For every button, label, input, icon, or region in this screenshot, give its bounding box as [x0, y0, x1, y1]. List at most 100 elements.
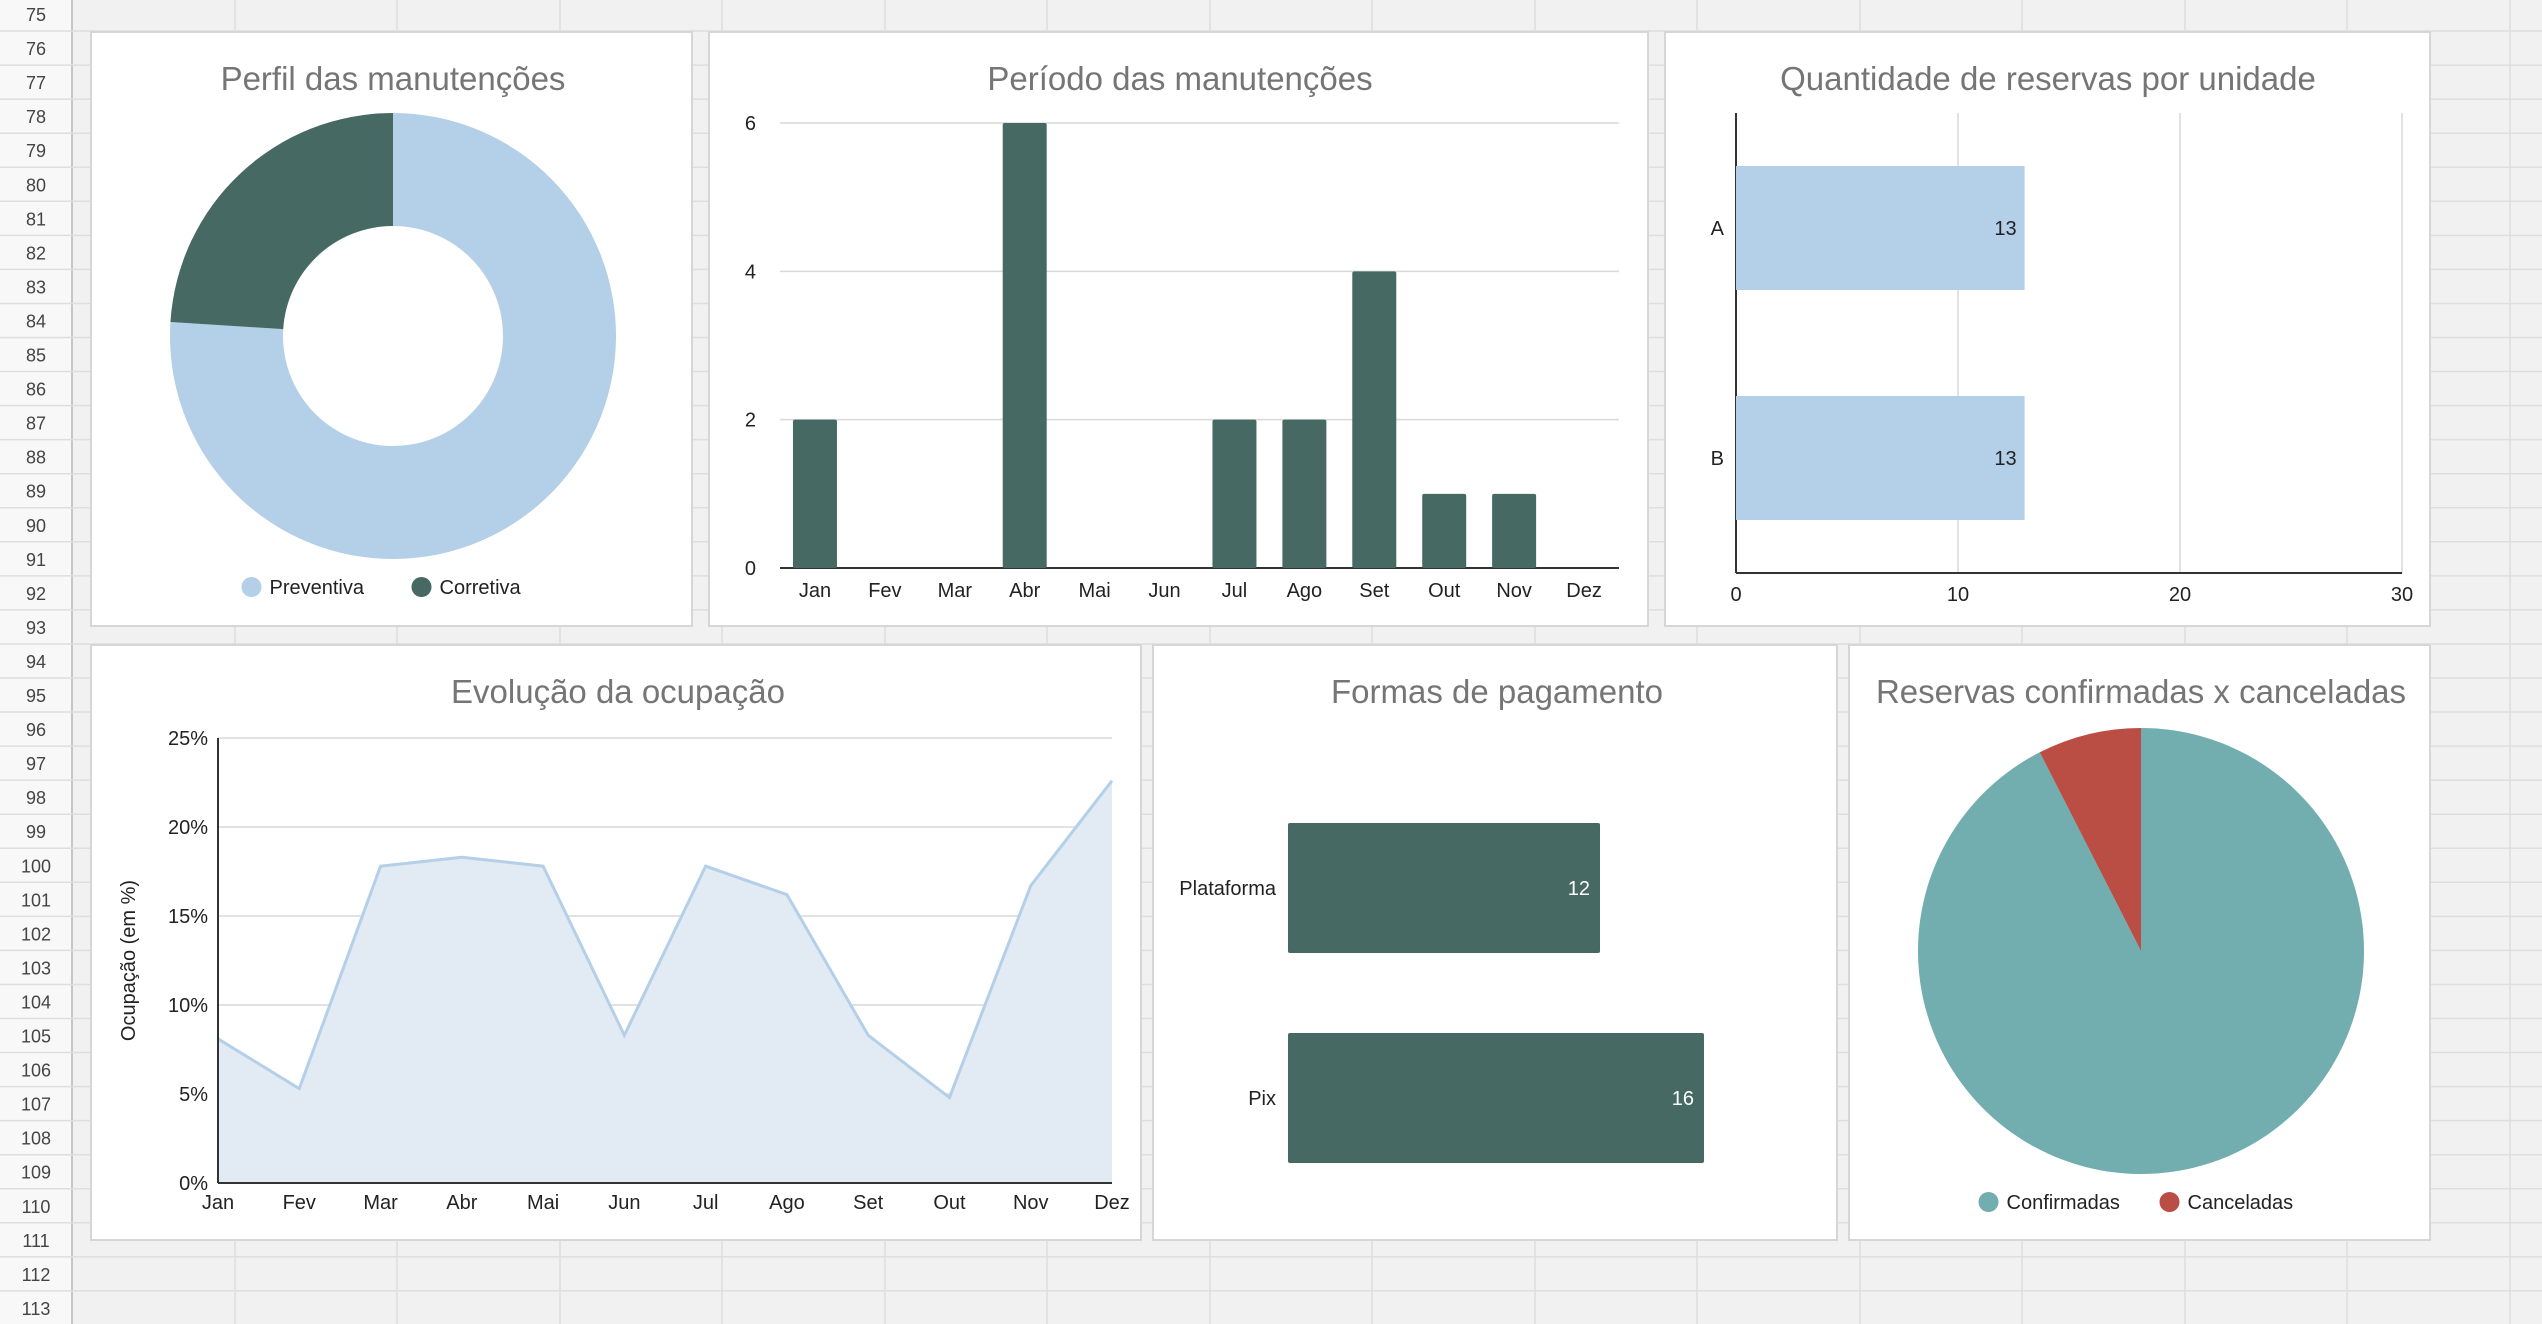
row-number: 93 — [26, 618, 46, 638]
legend-label-preventiva: Preventiva — [270, 577, 365, 599]
row-number: 90 — [26, 516, 46, 536]
bar-nov — [1492, 493, 1537, 568]
row-number: 99 — [26, 822, 46, 842]
row-number: 95 — [26, 686, 46, 706]
x-tick-label: Ago — [769, 1192, 805, 1214]
x-tick-label: Mai — [527, 1192, 559, 1214]
row-number: 106 — [21, 1061, 51, 1081]
row-number: 83 — [26, 277, 46, 297]
bar-ago — [1282, 419, 1327, 568]
x-tick-label: Jun — [608, 1192, 640, 1214]
y-tick-label: 10% — [168, 995, 208, 1017]
donut-chart-perfil: Perfil das manutenções Preventiva Corretiv… — [170, 60, 617, 599]
y-axis-title: Ocupação (em %) — [118, 880, 140, 1041]
y-tick-label: Pix — [1248, 1088, 1276, 1110]
y-tick-label: 4 — [745, 261, 756, 283]
row-number: 102 — [21, 924, 51, 944]
row-number: 77 — [26, 73, 46, 93]
y-tick-label: A — [1711, 218, 1725, 240]
bar-set — [1352, 271, 1397, 568]
legend-swatch-corretiva — [411, 577, 432, 597]
x-tick-label: Jul — [693, 1192, 719, 1214]
pie-slice-canceladas — [2039, 728, 2141, 951]
x-tick-label: Jan — [799, 580, 831, 602]
x-tick-label: 10 — [1947, 584, 1969, 606]
row-number: 86 — [26, 380, 46, 400]
row-number: 108 — [21, 1129, 51, 1149]
bar-unidade-b — [1736, 396, 2025, 520]
x-tick-label: Fev — [868, 580, 901, 602]
y-tick-label: 0% — [179, 1173, 208, 1195]
chart-title: Formas de pagamento — [1331, 673, 1663, 710]
x-tick-label: Abr — [446, 1192, 477, 1214]
y-tick-label: 5% — [179, 1084, 208, 1106]
row-number: 76 — [26, 39, 46, 59]
chart-title: Período das manutenções — [987, 60, 1372, 97]
x-tick-label: Dez — [1094, 1192, 1130, 1214]
chart-title: Evolução da ocupação — [451, 673, 785, 710]
x-tick-label: Mar — [363, 1192, 398, 1214]
y-tick-label: 25% — [168, 728, 208, 750]
legend-label-canceladas: Canceladas — [2188, 1192, 2294, 1214]
row-number: 78 — [26, 107, 46, 127]
x-tick-label: Ago — [1287, 580, 1323, 602]
row-number: 91 — [26, 550, 46, 570]
area-line — [217, 779, 1114, 1100]
row-number: 85 — [26, 346, 46, 366]
row-number: 101 — [21, 890, 51, 910]
bar-jan — [792, 419, 837, 568]
x-tick-label: Out — [933, 1192, 966, 1214]
x-tick-label: 20 — [2169, 584, 2191, 606]
row-number: 88 — [26, 448, 46, 468]
chart-card-perfil-manutencoes[interactable]: Perfil das manutenções Preventiva Corretiv… — [90, 31, 693, 627]
x-tick-label: Mai — [1079, 580, 1111, 602]
row-number: 97 — [26, 754, 46, 774]
x-tick-label: Abr — [1009, 580, 1040, 602]
area-chart-ocupacao: Evolução da ocupação 0% 5% 10% 15% 20% 25% Jan F… — [118, 673, 1130, 1214]
x-tick-label: Set — [853, 1192, 883, 1214]
row-number: 92 — [26, 584, 46, 604]
row-number: 104 — [21, 992, 51, 1012]
pie-chart-confirmadas: Reservas confirmadas x canceladas Confirm… — [1876, 673, 2406, 1214]
row-number: 112 — [22, 1265, 51, 1285]
row-number: 80 — [26, 175, 46, 195]
x-tick-label: Mar — [938, 580, 973, 602]
data-label: 13 — [1994, 218, 2016, 240]
x-tick-label: Jul — [1222, 580, 1248, 602]
chart-card-periodo-manutencoes[interactable]: Período das manutenções 0 2 4 6 Jan Fev Mar Abr M… — [708, 31, 1649, 627]
row-number: 87 — [26, 414, 46, 434]
row-number: 75 — [26, 5, 46, 25]
bar-unidade-a — [1736, 166, 2025, 290]
row-number: 84 — [26, 311, 46, 331]
row-number: 110 — [22, 1197, 51, 1217]
donut-slice-preventiva — [170, 113, 617, 559]
hbar-chart-pagamento: Formas de pagamento Plataforma 12 Pix 16 — [1179, 673, 1704, 1163]
row-number: 98 — [26, 788, 46, 808]
chart-card-evolucao-ocupacao[interactable]: Evolução da ocupação 0% 5% 10% 15% 20% 25% Jan F… — [90, 644, 1142, 1241]
row-header-column — [0, 0, 72, 1324]
data-label: 12 — [1568, 878, 1590, 900]
x-tick-label: Fev — [283, 1192, 316, 1214]
hbar-chart-reservas-unidade: Quantidade de reservas por unidade 0 10 20 3… — [1711, 60, 2413, 606]
y-tick-label: 2 — [745, 410, 756, 432]
chart-card-reservas-unidade[interactable]: Quantidade de reservas por unidade 0 10 20 3… — [1664, 31, 2431, 627]
x-tick-label: Nov — [1496, 580, 1532, 602]
x-tick-label: Jan — [202, 1192, 234, 1214]
x-tick-label: Dez — [1566, 580, 1602, 602]
y-tick-label: 15% — [168, 906, 208, 928]
y-tick-label: B — [1711, 448, 1724, 470]
chart-card-reservas-confirmadas[interactable]: Reservas confirmadas x canceladas Confirm… — [1848, 644, 2431, 1241]
data-label: 16 — [1672, 1088, 1694, 1110]
row-number: 81 — [26, 209, 46, 229]
bar-chart-periodo: Período das manutenções 0 2 4 6 Jan Fev Mar Abr M… — [745, 60, 1619, 602]
legend-swatch-preventiva — [241, 577, 262, 597]
y-tick-label: 20% — [168, 817, 208, 839]
chart-card-formas-pagamento[interactable]: Formas de pagamento Plataforma 12 Pix 16 — [1152, 644, 1838, 1241]
x-tick-label: 0 — [1730, 584, 1741, 606]
row-number: 79 — [26, 141, 46, 161]
row-number: 82 — [26, 243, 46, 263]
legend-swatch-canceladas — [2159, 1192, 2180, 1212]
row-number: 109 — [21, 1163, 51, 1183]
y-tick-label: 0 — [745, 558, 756, 580]
row-number: 113 — [22, 1299, 51, 1319]
